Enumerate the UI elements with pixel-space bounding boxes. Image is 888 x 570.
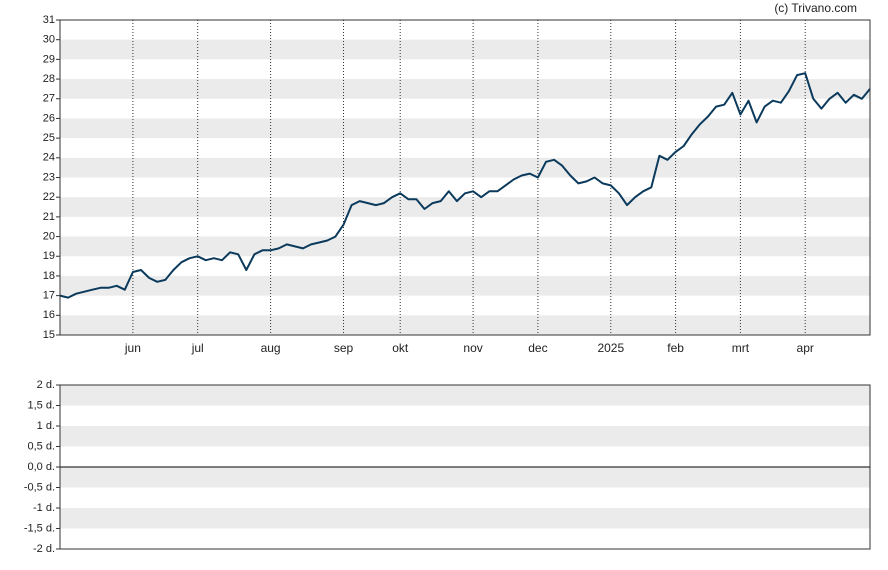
y-tick-label: 26 bbox=[43, 112, 55, 124]
x-tick-label: mrt bbox=[732, 341, 750, 355]
band bbox=[60, 426, 870, 447]
x-tick-label: dec bbox=[528, 341, 547, 355]
band bbox=[60, 118, 870, 139]
y-tick-label: 18 bbox=[43, 270, 55, 282]
band bbox=[60, 467, 870, 488]
y-tick-label: 0,5 d. bbox=[27, 440, 55, 452]
y-tick-label: 21 bbox=[43, 211, 55, 223]
band bbox=[60, 157, 870, 178]
x-tick-label: jul bbox=[191, 341, 204, 355]
y-tick-label: 31 bbox=[43, 14, 55, 26]
y-tick-label: 25 bbox=[43, 132, 55, 144]
y-tick-label: -2 d. bbox=[33, 543, 55, 555]
y-tick-label: 1,5 d. bbox=[27, 399, 55, 411]
band bbox=[60, 275, 870, 296]
y-tick-label: 30 bbox=[43, 34, 55, 46]
y-tick-label: 2 d. bbox=[37, 379, 55, 391]
y-tick-label: 24 bbox=[43, 152, 55, 164]
x-tick-label: 2025 bbox=[597, 341, 624, 355]
y-tick-label: 27 bbox=[43, 93, 55, 105]
y-tick-label: 15 bbox=[43, 329, 55, 341]
x-tick-label: nov bbox=[463, 341, 482, 355]
plot-frame bbox=[59, 19, 871, 336]
y-tick-label: 28 bbox=[43, 73, 55, 85]
band bbox=[60, 197, 870, 217]
x-tick-label: jun bbox=[124, 341, 141, 355]
band bbox=[60, 236, 870, 257]
x-tick-label: aug bbox=[261, 341, 281, 355]
y-tick-label: -1,5 d. bbox=[24, 522, 55, 534]
x-tick-label: sep bbox=[334, 341, 354, 355]
x-tick-label: feb bbox=[667, 341, 684, 355]
y-tick-label: 16 bbox=[43, 309, 55, 321]
band bbox=[60, 508, 870, 529]
credit: (c) Trivano.com bbox=[774, 1, 857, 15]
y-tick-label: 17 bbox=[43, 290, 55, 302]
y-tick-label: 23 bbox=[43, 171, 55, 183]
y-tick-label: 1 d. bbox=[37, 420, 55, 432]
y-tick-label: 0,0 d. bbox=[27, 461, 55, 473]
y-tick-label: -1 d. bbox=[33, 502, 55, 514]
band bbox=[60, 315, 870, 335]
y-tick-label: 29 bbox=[43, 53, 55, 65]
band bbox=[60, 39, 870, 60]
x-tick-label: apr bbox=[797, 341, 814, 355]
band bbox=[60, 79, 870, 99]
price-line bbox=[59, 72, 871, 299]
plot-frame bbox=[59, 384, 871, 550]
band bbox=[60, 385, 870, 406]
y-tick-label: 20 bbox=[43, 230, 55, 242]
x-tick-label: okt bbox=[392, 341, 409, 355]
y-tick-label: 19 bbox=[43, 250, 55, 262]
y-tick-label: -0,5 d. bbox=[24, 481, 55, 493]
y-tick-label: 22 bbox=[43, 191, 55, 203]
